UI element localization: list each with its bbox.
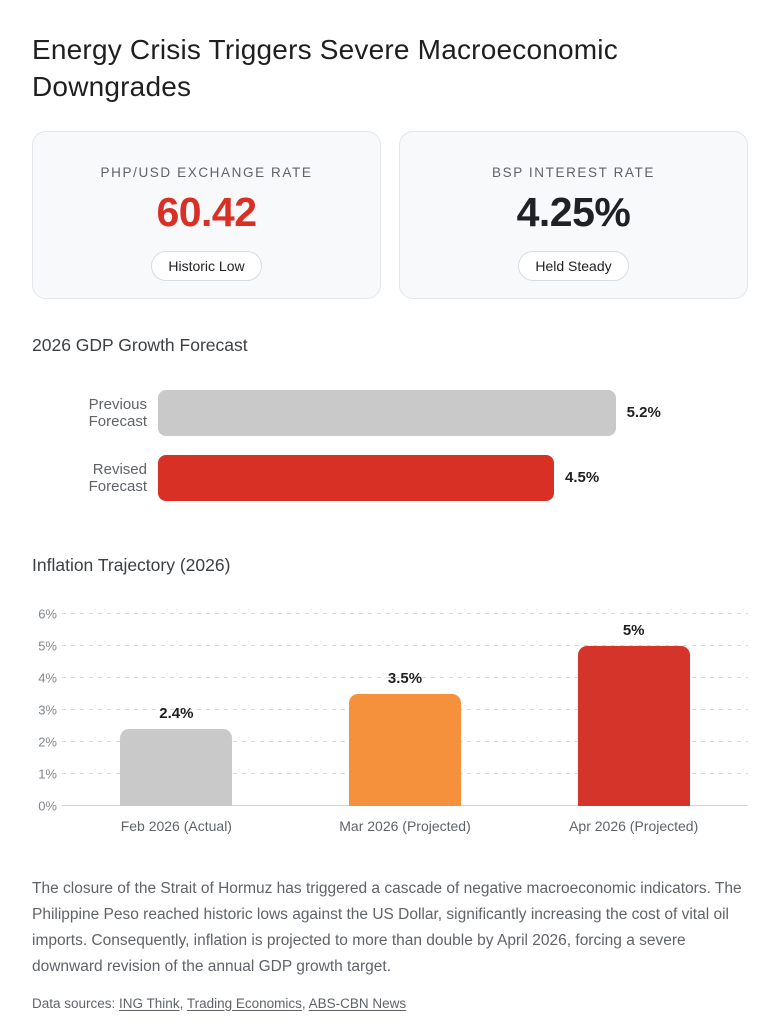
- gdp-chart-title: 2026 GDP Growth Forecast: [32, 334, 248, 355]
- inflation-bar-value-label: 2.4%: [159, 705, 194, 723]
- y-tick-label: 1%: [38, 766, 57, 782]
- stat-card-value: 60.42: [156, 188, 257, 235]
- gdp-bar-row: Revised Forecast 4.5%: [32, 454, 748, 501]
- gdp-bar-value-label: 5.2%: [626, 404, 661, 422]
- x-tick-label: Mar 2026 (Projected): [339, 817, 471, 834]
- inflation-bars: 2.4% 3.5% 5%: [62, 614, 748, 806]
- gridline: [62, 676, 748, 678]
- source-link[interactable]: ING Think: [119, 995, 180, 1011]
- inflation-bar: [349, 693, 461, 806]
- y-tick-label: 5%: [38, 638, 57, 654]
- inflation-xaxis-labels: Feb 2026 (Actual) Mar 2026 (Projected) A…: [62, 818, 748, 834]
- stat-cards-row: PHP/USD EXCHANGE RATE 60.42 Historic Low…: [32, 130, 748, 299]
- x-tick-label: Feb 2026 (Actual): [120, 817, 232, 834]
- x-tick-label: Apr 2026 (Projected): [569, 817, 699, 834]
- gridline: [62, 644, 748, 646]
- inflation-chart: 0% 1% 2% 3% 4% 5% 6% 2.4% 3.5% 5%: [32, 607, 748, 812]
- y-tick-label: 0%: [38, 798, 57, 814]
- inflation-chart-title: Inflation Trajectory (2026): [32, 554, 231, 575]
- inflation-bar-col: 5%: [519, 622, 748, 806]
- inflation-section: Inflation Trajectory (2026) 0% 1% 2% 3% 4% 5%…: [32, 555, 748, 834]
- status-badge: Held Steady: [518, 250, 629, 281]
- inflation-bar-value-label: 3.5%: [387, 669, 423, 687]
- source-link[interactable]: Trading Economics: [186, 995, 302, 1011]
- stat-card-exchange-rate: PHP/USD EXCHANGE RATE 60.42 Historic Low: [32, 130, 381, 299]
- inflation-plot: 2.4% 3.5% 5%: [62, 612, 748, 806]
- stat-card-label: BSP INTEREST RATE: [492, 164, 655, 180]
- inflation-bar-col: 2.4%: [62, 705, 291, 806]
- gdp-bar-value-label: 4.5%: [565, 469, 600, 487]
- inflation-yaxis: 0% 1% 2% 3% 4% 5% 6%: [32, 607, 62, 812]
- y-tick-label: 3%: [38, 702, 57, 718]
- gdp-bar-row: Previous Forecast 5.2%: [32, 389, 748, 436]
- gdp-bar: [158, 389, 616, 436]
- inflation-bar: [120, 729, 233, 806]
- gdp-forecast-section: 2026 GDP Growth Forecast Previous Foreca…: [32, 335, 748, 501]
- gdp-bar-category-label: Previous Forecast: [88, 395, 147, 430]
- inflation-bar-value-label: 5%: [622, 621, 645, 639]
- gdp-chart: Previous Forecast 5.2% Revised Forecast …: [32, 389, 748, 501]
- summary-paragraph: The closure of the Strait of Hormuz has …: [32, 879, 742, 975]
- gdp-bar-category-label: Revised Forecast: [88, 460, 147, 495]
- gdp-bar: [158, 454, 554, 501]
- stat-card-label: PHP/USD EXCHANGE RATE: [100, 164, 313, 180]
- y-tick-label: 2%: [38, 734, 57, 750]
- stat-card-interest-rate: BSP INTEREST RATE 4.25% Held Steady: [399, 130, 748, 299]
- page-title: Energy Crisis Triggers Severe Macroecono…: [32, 34, 618, 102]
- y-tick-label: 4%: [38, 670, 57, 686]
- sources-line: Data sources: ING Think, Trading Economi…: [32, 995, 407, 1011]
- y-tick-label: 6%: [38, 606, 57, 622]
- status-badge: Historic Low: [151, 250, 262, 281]
- inflation-bar: [577, 645, 690, 806]
- inflation-bar-col: 3.5%: [291, 670, 520, 806]
- source-link[interactable]: ABS-CBN News: [308, 995, 407, 1011]
- stat-card-value: 4.25%: [516, 188, 631, 235]
- gridline: [62, 612, 748, 614]
